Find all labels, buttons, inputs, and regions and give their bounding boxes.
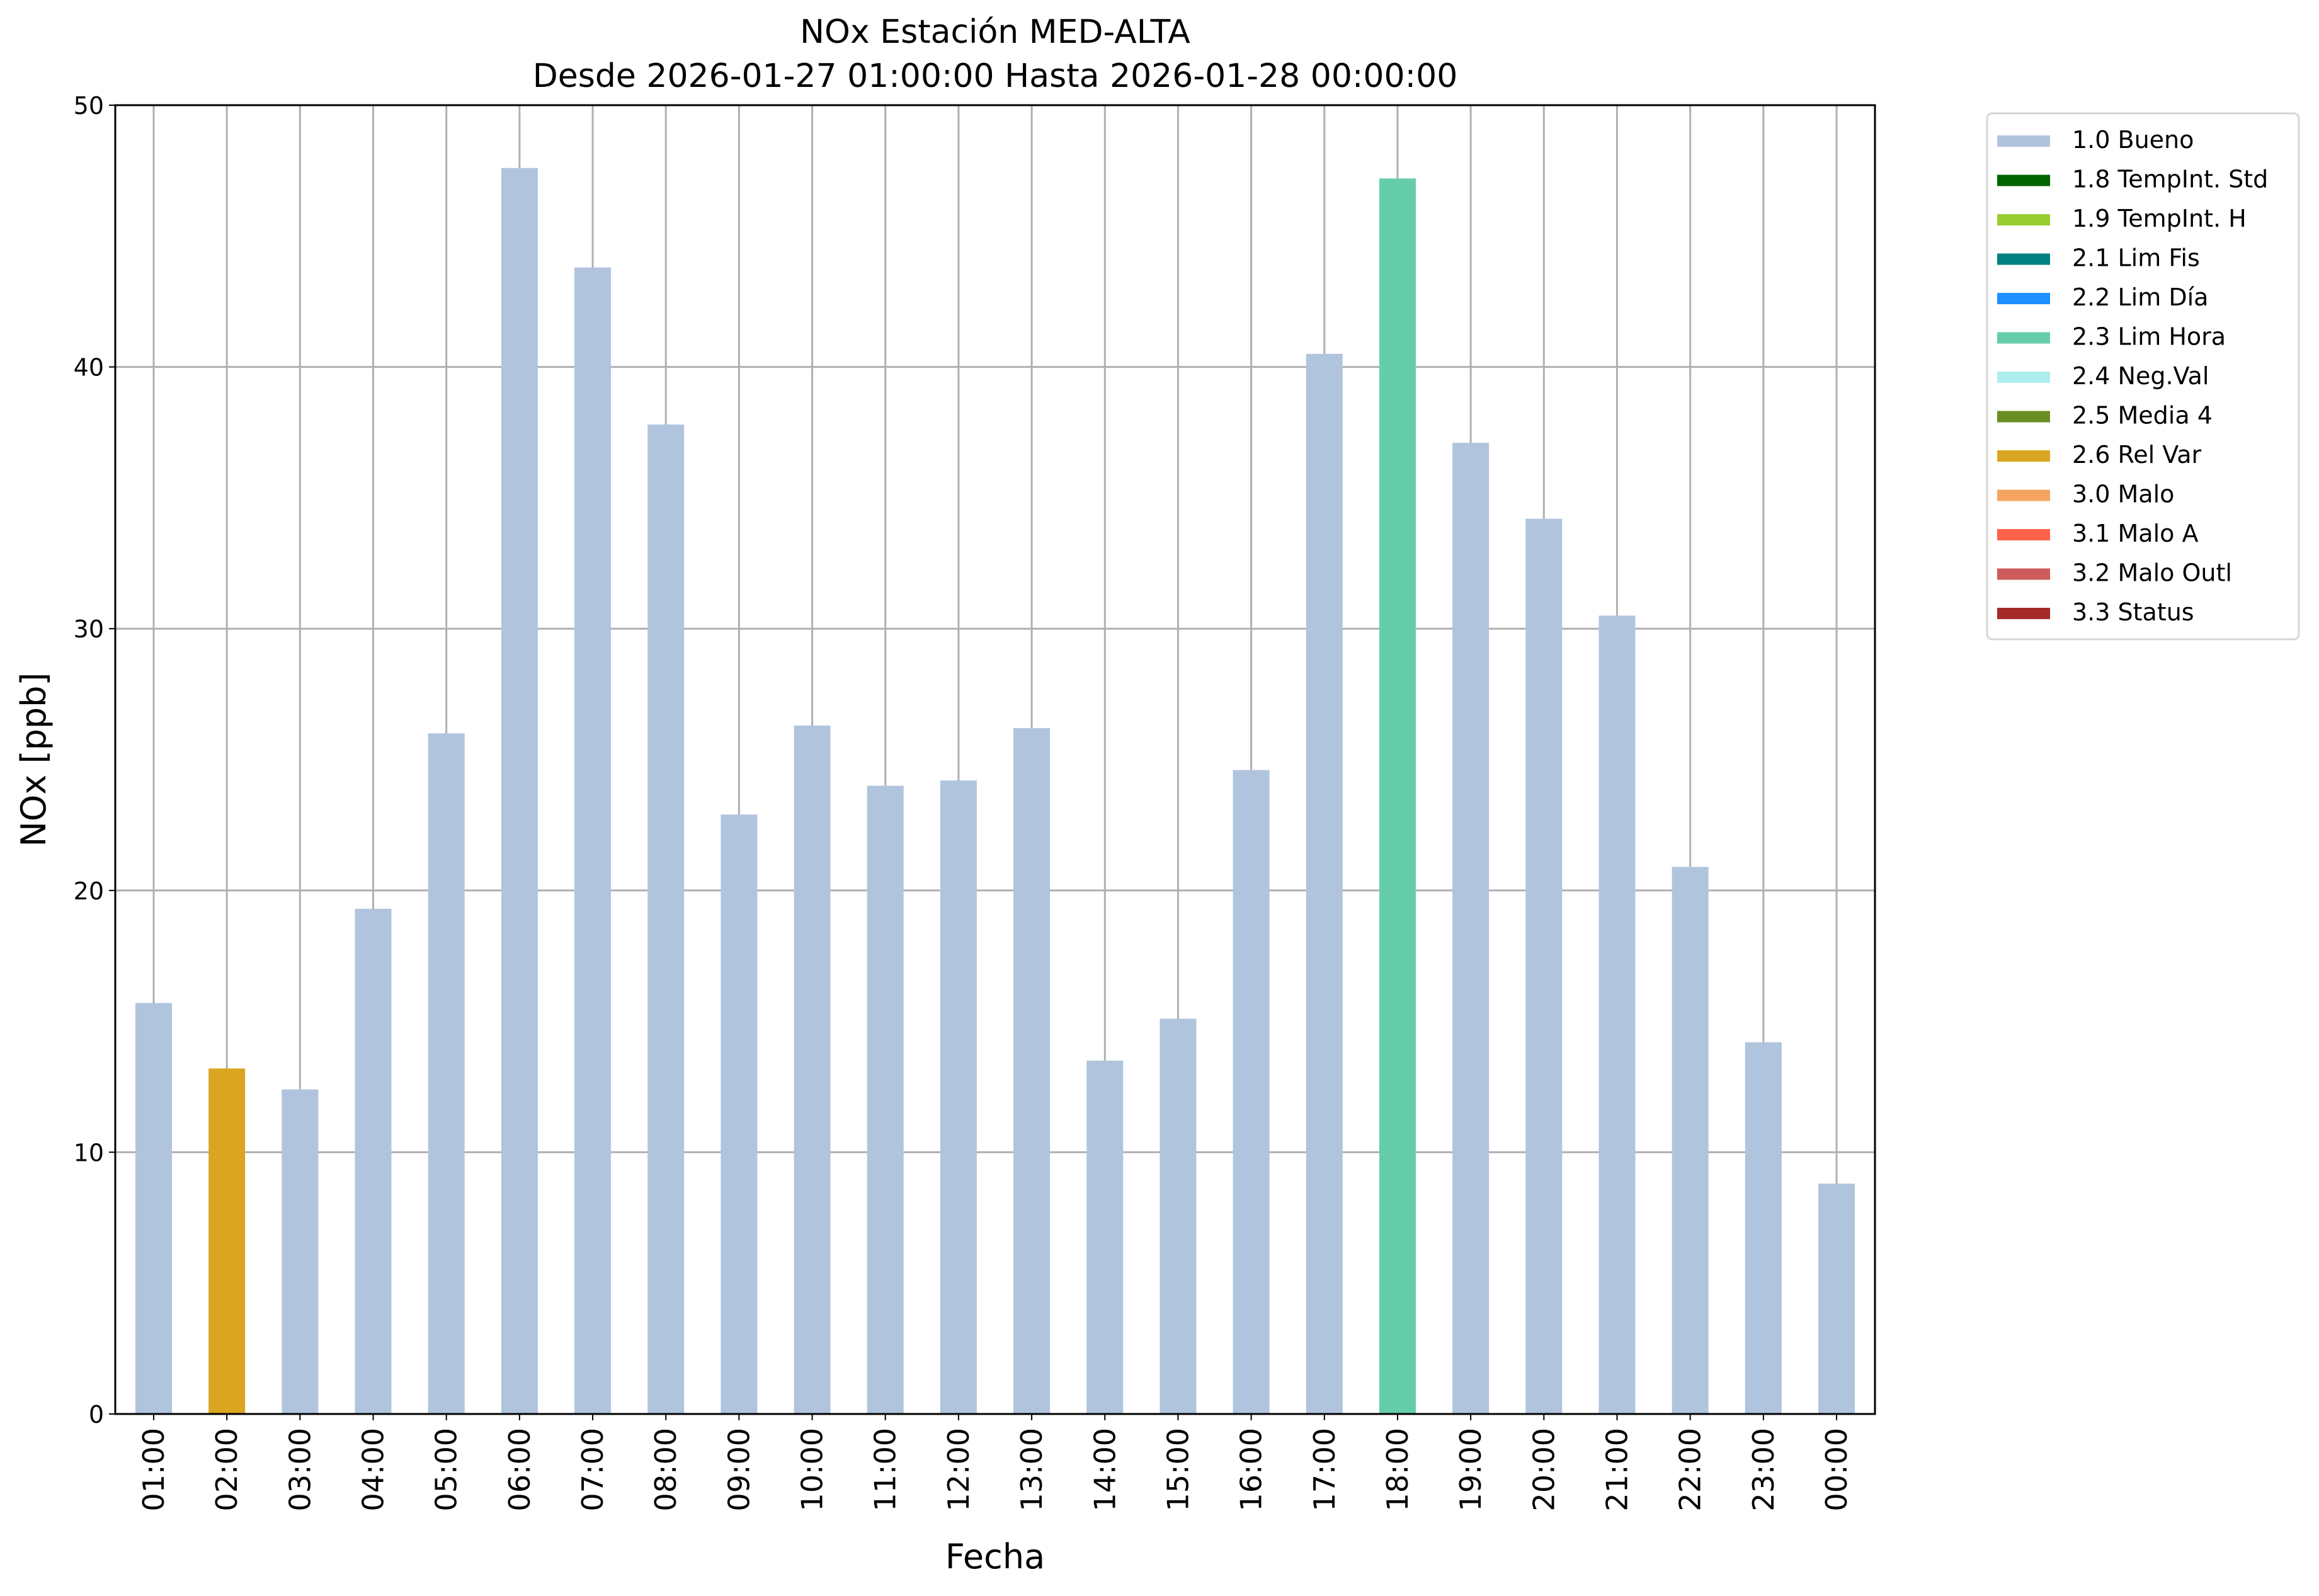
legend-swatch (1997, 332, 2050, 344)
legend-entry: 2.5 Media 4 (2072, 402, 2213, 430)
plot-frame (114, 104, 1876, 1415)
bar-1900 (1452, 443, 1490, 1414)
bar-2000 (1525, 518, 1563, 1415)
bar-0800 (647, 425, 685, 1414)
y-axis: 0 10 20 30 40 50 (74, 92, 115, 1428)
legend-entry: 1.0 Bueno (2072, 126, 2194, 154)
x-axis-label: Fecha (945, 1537, 1045, 1576)
legend-entry: 2.6 Rel Var (2072, 441, 2202, 469)
chart-title: NOx Estación MED-ALTA (800, 13, 1190, 51)
x-tick-label: 17:00 (1308, 1428, 1342, 1512)
bar-0700 (574, 267, 612, 1414)
x-tick-label: 15:00 (1161, 1428, 1195, 1512)
y-axis-label: NOx [ppb] (14, 673, 54, 847)
x-tick-label: 02:00 (210, 1428, 244, 1512)
bar-2100 (1598, 615, 1636, 1415)
x-tick-label: 19:00 (1454, 1428, 1488, 1512)
x-tick-label: 23:00 (1746, 1428, 1781, 1512)
legend-swatch (1997, 214, 2050, 225)
bar-1500 (1160, 1018, 1197, 1414)
legend-entry: 2.4 Neg.Val (2072, 362, 2209, 390)
x-tick-label: 06:00 (503, 1428, 537, 1512)
x-tick-label: 13:00 (1015, 1428, 1049, 1512)
bar-1100 (867, 785, 904, 1414)
x-tick-label: 18:00 (1381, 1428, 1415, 1512)
legend-entry: 2.1 Lim Fis (2072, 244, 2200, 272)
bar-0100 (135, 1003, 172, 1414)
legend-entry: 1.9 TempInt. H (2072, 205, 2247, 232)
legend-entry: 3.2 Malo Outl (2072, 559, 2232, 587)
bars (135, 168, 1855, 1415)
bar-1400 (1086, 1060, 1124, 1414)
chart-subtitle: Desde 2026-01-27 01:00:00 Hasta 2026-01-… (533, 57, 1458, 95)
y-tick-label: 30 (74, 615, 104, 643)
legend-swatch (1997, 372, 2050, 383)
legend: 1.0 Bueno 1.8 TempInt. Std 1.9 TempInt. H 2… (1986, 112, 2300, 641)
x-tick-label: 16:00 (1234, 1428, 1268, 1512)
bar-2200 (1672, 867, 1709, 1414)
x-tick-label: 22:00 (1673, 1428, 1707, 1512)
bar-1700 (1306, 353, 1343, 1414)
legend-entry: 3.0 Malo (2072, 481, 2174, 508)
bar-1600 (1233, 770, 1270, 1414)
bar-1300 (1013, 728, 1051, 1414)
x-tick-label: 04:00 (356, 1428, 390, 1512)
x-tick-label: 21:00 (1600, 1428, 1634, 1512)
bar-0900 (721, 814, 758, 1414)
bar-0400 (355, 908, 392, 1414)
bar-1000 (794, 725, 831, 1414)
legend-swatch (1997, 489, 2050, 501)
legend-frame (1986, 112, 2300, 641)
x-tick-label: 01:00 (137, 1428, 171, 1512)
legend-swatch (1997, 135, 2050, 147)
legend-swatch (1997, 529, 2050, 540)
legend-swatch (1997, 608, 2050, 619)
x-tick-label: 05:00 (430, 1428, 464, 1512)
legend-swatch (1997, 253, 2050, 265)
y-tick-label: 50 (74, 92, 104, 120)
x-tick-label: 08:00 (649, 1428, 683, 1512)
x-tick-label: 10:00 (795, 1428, 829, 1512)
bar-2300 (1745, 1042, 1782, 1414)
legend-entry: 2.2 Lim Día (2072, 283, 2208, 311)
x-tick-label: 09:00 (722, 1428, 756, 1512)
x-tick-label: 03:00 (283, 1428, 317, 1512)
legend-entry: 3.1 Malo A (2072, 520, 2198, 547)
bar-1800 (1379, 178, 1416, 1414)
x-tick-label: 00:00 (1820, 1428, 1854, 1512)
bar-0300 (282, 1089, 319, 1414)
x-tick-label: 12:00 (942, 1428, 976, 1512)
x-tick-label: 07:00 (576, 1428, 610, 1512)
legend-entry: 3.3 Status (2072, 598, 2194, 626)
legend-entry: 2.3 Lim Hora (2072, 323, 2226, 351)
bar-0600 (501, 168, 538, 1414)
x-axis: 01:00 02:00 03:00 04:00 05:00 06:00 07:00 08:00… (137, 1414, 1854, 1512)
bar-0200 (208, 1068, 246, 1414)
legend-swatch (1997, 174, 2050, 186)
legend-swatch (1997, 568, 2050, 580)
legend-entry: 1.8 TempInt. Std (2072, 166, 2268, 193)
y-tick-label: 40 (74, 354, 104, 382)
bar-0000 (1818, 1183, 1855, 1414)
y-tick-label: 20 (74, 877, 104, 905)
legend-swatch (1997, 450, 2050, 462)
y-tick-label: 0 (89, 1401, 104, 1428)
bar-1200 (940, 780, 977, 1414)
x-tick-label: 14:00 (1088, 1428, 1122, 1512)
legend-swatch (1997, 411, 2050, 423)
y-tick-label: 10 (74, 1139, 104, 1166)
x-tick-label: 20:00 (1527, 1428, 1561, 1512)
x-tick-label: 11:00 (869, 1428, 903, 1512)
legend-swatch (1997, 293, 2050, 304)
bar-0500 (428, 733, 465, 1414)
